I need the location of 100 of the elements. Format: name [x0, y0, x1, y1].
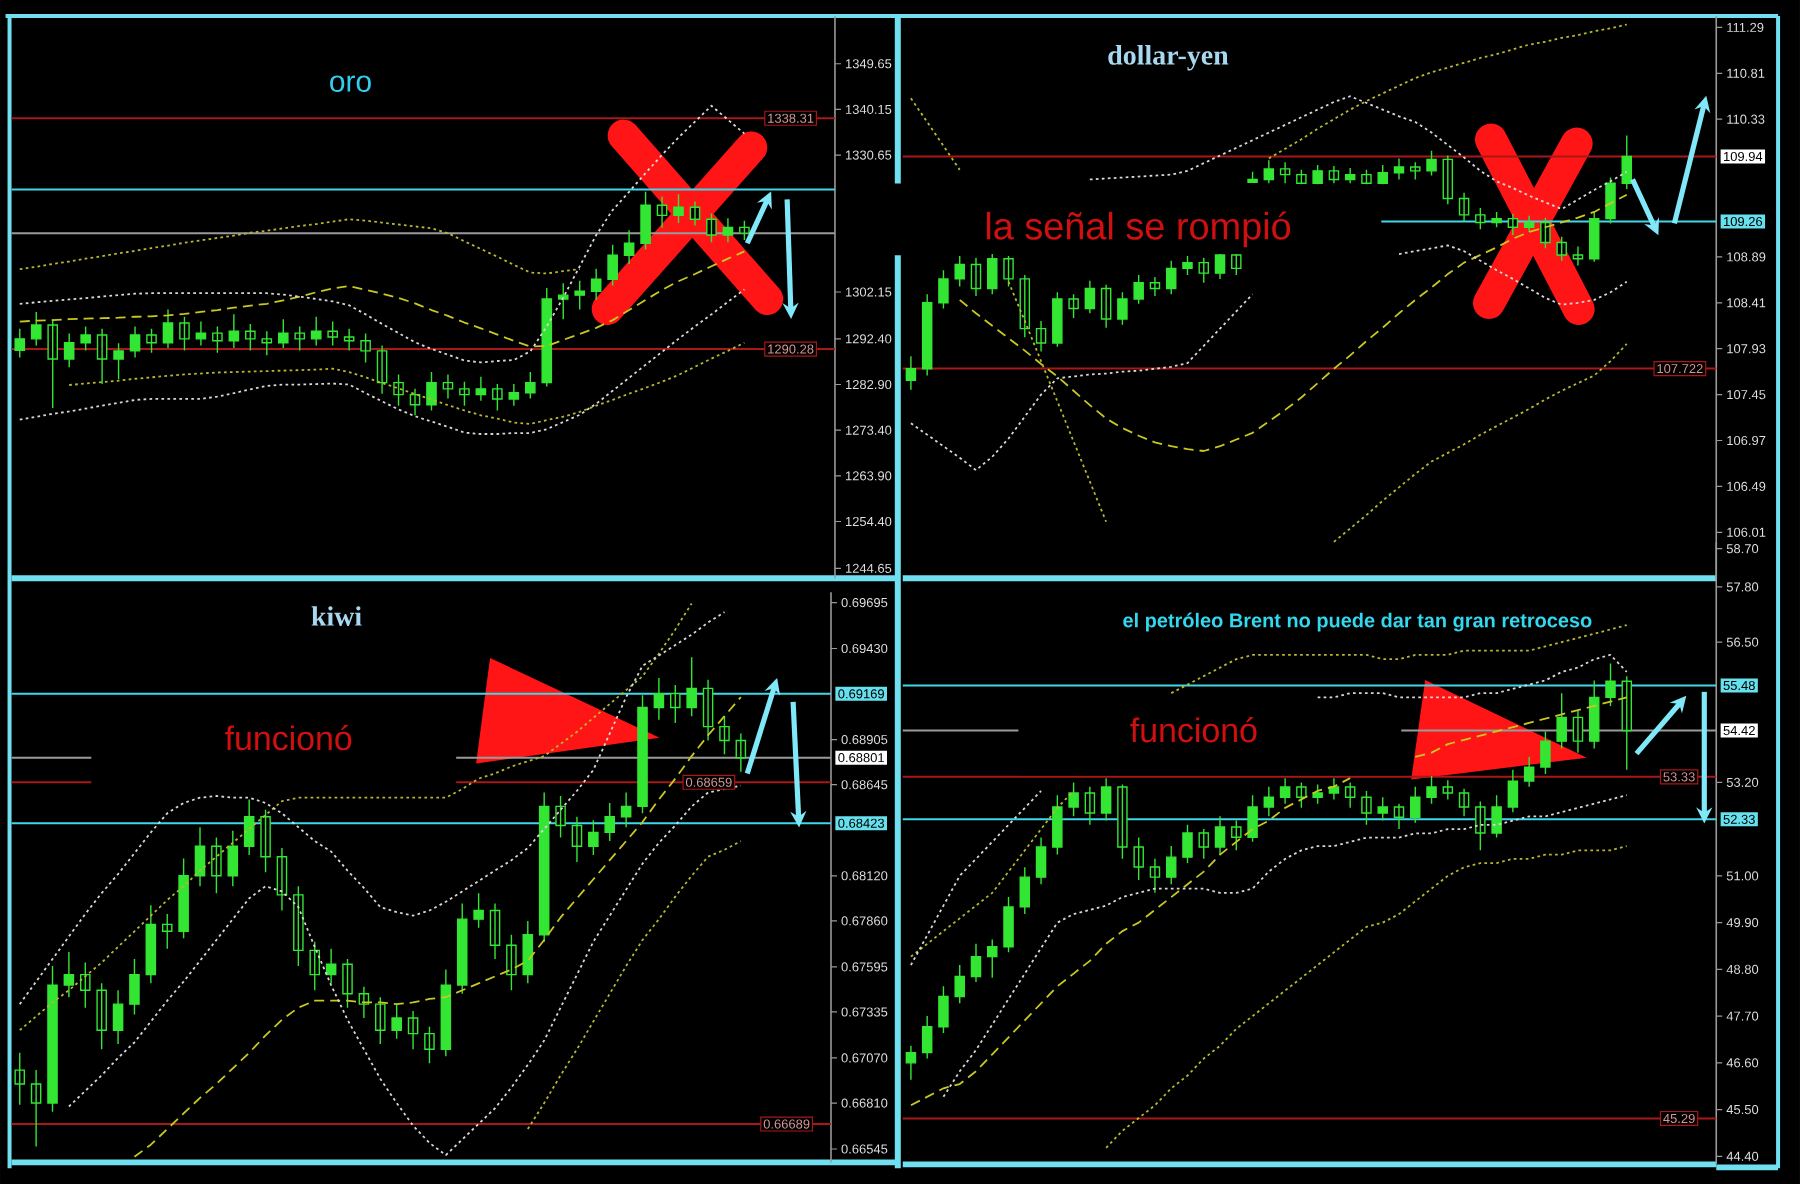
- candlestick: [905, 355, 917, 391]
- candlestick: [325, 947, 337, 984]
- candlestick: [1182, 255, 1193, 276]
- line-series: [1414, 696, 1628, 758]
- annotation: la señal se rompió: [986, 211, 1291, 247]
- text: dollar-yen: [1108, 44, 1229, 71]
- candlestick: [739, 219, 750, 241]
- candlestick: [1263, 785, 1275, 817]
- candlestick: [212, 325, 223, 354]
- candlestick: [637, 694, 648, 814]
- candlestick: [653, 677, 665, 721]
- candlestick: [391, 1003, 402, 1040]
- candlestick: [1426, 149, 1437, 177]
- candlestick: [393, 373, 404, 407]
- candlestick: [1312, 164, 1323, 185]
- candlestick: [1588, 211, 1600, 263]
- line-series: [910, 789, 1075, 958]
- candlestick: [1540, 216, 1551, 249]
- candlestick: [954, 964, 965, 1004]
- candlestick: [14, 1051, 26, 1106]
- line-series: [526, 840, 742, 1130]
- candlestick: [162, 308, 174, 349]
- candlestick: [327, 320, 338, 347]
- candlestick: [47, 965, 58, 1113]
- candlestick: [129, 325, 141, 359]
- candlestick: [309, 940, 321, 991]
- candlestick: [1133, 274, 1144, 305]
- candlestick: [63, 951, 75, 998]
- candlestick: [1523, 214, 1535, 233]
- candlestick: [938, 985, 949, 1034]
- candlestick: [1556, 692, 1567, 749]
- candlestick: [588, 819, 599, 856]
- candlestick: [80, 961, 91, 1009]
- text: el petróleo Brent no puede dar tan gran retroceso: [1123, 612, 1592, 632]
- candlestick: [342, 958, 353, 1009]
- candlestick: [574, 279, 586, 311]
- candlestick: [1328, 777, 1340, 800]
- candlestick: [459, 380, 470, 407]
- candlestick: [1361, 790, 1372, 826]
- candlestick: [1312, 783, 1323, 805]
- candlestick: [1117, 291, 1128, 326]
- candlestick: [1393, 802, 1405, 830]
- candlestick: [590, 267, 602, 301]
- candlestick: [555, 795, 566, 839]
- candlestick: [1198, 257, 1210, 284]
- candlestick: [343, 327, 355, 351]
- candlestick: [1458, 787, 1470, 817]
- candlestick: [1442, 779, 1454, 800]
- candlestick: [1149, 276, 1161, 297]
- candlestick: [1084, 785, 1096, 826]
- candlestick: [905, 1044, 917, 1081]
- candlestick: [623, 229, 635, 265]
- candlestick: [1165, 259, 1177, 295]
- candlestick: [376, 344, 388, 395]
- candlestick: [689, 200, 701, 226]
- annotation: funcionó: [225, 724, 352, 751]
- candlestick: [1475, 800, 1486, 851]
- candlestick: [492, 383, 503, 412]
- candlestick: [921, 293, 933, 377]
- candlestick: [1068, 781, 1079, 817]
- line-series: [1007, 280, 1108, 523]
- candlestick: [47, 318, 59, 409]
- candlestick: [1605, 662, 1616, 707]
- candlestick: [473, 892, 484, 929]
- candlestick: [1475, 207, 1486, 230]
- candlestick: [1344, 781, 1356, 809]
- candlestick: [1247, 170, 1258, 183]
- candlestick: [970, 942, 982, 983]
- candlestick: [706, 212, 717, 243]
- candlestick: [1052, 794, 1063, 856]
- candlestick: [620, 791, 632, 828]
- candlestick: [607, 243, 618, 287]
- candlestick: [129, 958, 140, 1016]
- candlestick: [1035, 320, 1047, 353]
- candlestick: [14, 327, 26, 359]
- candlestick: [1426, 775, 1437, 805]
- candlestick: [1182, 824, 1193, 864]
- candlestick: [1198, 828, 1210, 860]
- candlestick: [243, 798, 255, 856]
- candlestick: [80, 325, 91, 351]
- candlestick: [524, 371, 536, 399]
- candlestick: [1296, 781, 1307, 809]
- candlestick: [245, 323, 256, 351]
- candlestick: [1214, 815, 1226, 856]
- candlestick: [1100, 777, 1112, 822]
- candlestick: [407, 1010, 419, 1050]
- candlestick: [211, 836, 222, 894]
- candlestick: [1035, 836, 1047, 885]
- candlestick: [1621, 675, 1633, 771]
- candlestick: [1100, 283, 1112, 329]
- candlestick: [1507, 768, 1519, 813]
- candlestick: [112, 989, 124, 1045]
- candlestick: [1523, 756, 1535, 788]
- candlestick: [1084, 279, 1096, 314]
- candlestick: [277, 318, 289, 349]
- candlestick: [442, 373, 454, 399]
- candlestick: [702, 678, 714, 742]
- candlestick: [1442, 154, 1454, 205]
- candlestick: [1410, 785, 1421, 824]
- candlestick: [541, 287, 553, 387]
